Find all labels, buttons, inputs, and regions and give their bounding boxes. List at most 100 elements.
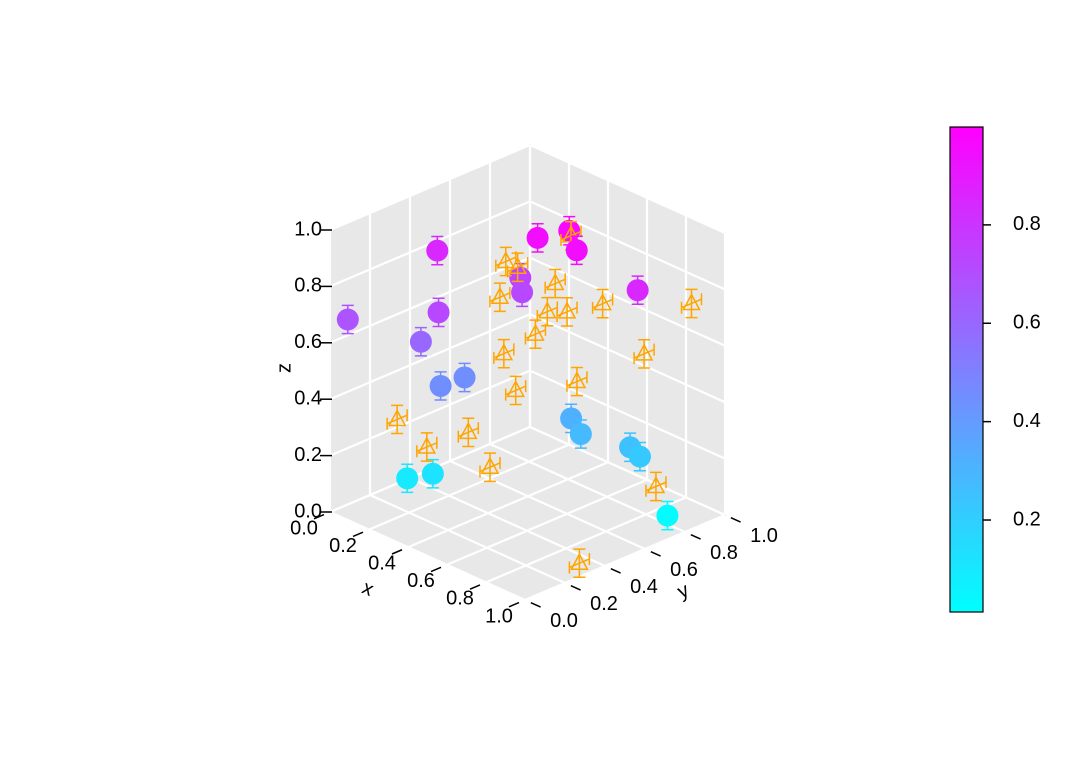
data-point (526, 223, 549, 253)
grid-line (449, 459, 646, 551)
point (526, 323, 545, 341)
x-tick-label: 0.8 (446, 588, 474, 610)
data-point (386, 404, 408, 435)
tick-mark (352, 531, 364, 538)
data-point (633, 339, 655, 369)
data-point (495, 246, 517, 277)
data-point (427, 297, 450, 328)
point (508, 256, 527, 274)
colorbar-tick-label: 0.8 (1013, 213, 1041, 235)
grid-line (446, 478, 648, 566)
point (429, 374, 452, 397)
point (656, 504, 679, 527)
data-point (421, 458, 444, 489)
point (453, 366, 476, 389)
point (496, 250, 516, 269)
z-tick-label: 0.4 (294, 387, 322, 409)
point (506, 379, 525, 398)
x-tick-label: 1.0 (485, 605, 513, 627)
point (626, 279, 649, 302)
data-point (511, 277, 534, 308)
data-point (426, 235, 449, 266)
grid-line (529, 313, 726, 404)
point (421, 462, 444, 485)
point (427, 301, 450, 324)
tick-mark (469, 584, 481, 590)
x-tick-label: 0.4 (368, 553, 396, 575)
grid-line (489, 442, 686, 534)
z-tick-label: 0.8 (294, 275, 322, 297)
y-tick-label: 1.0 (750, 525, 778, 547)
data-point (656, 500, 679, 531)
y-tick-label: 0.4 (630, 576, 658, 598)
y-axis-label: y (674, 579, 692, 603)
data-point (569, 419, 592, 449)
tick-mark (313, 513, 325, 520)
tick-mark (391, 549, 403, 555)
z-tick-label: 0.6 (294, 331, 322, 353)
point (396, 467, 419, 490)
grid-line (529, 200, 726, 291)
point (570, 552, 589, 570)
point (646, 475, 666, 494)
colorbar-tick-label: 0.4 (1013, 410, 1041, 432)
data-point (556, 297, 578, 327)
point (628, 445, 651, 468)
grid-line (485, 496, 687, 584)
data-point (560, 403, 583, 434)
tick-mark (650, 550, 661, 557)
colorbar-tick-label: 0.6 (1013, 312, 1041, 334)
data-point (489, 282, 511, 313)
tick-mark (508, 601, 520, 608)
data-point (453, 362, 476, 393)
data-point (504, 375, 527, 406)
data-point (680, 288, 703, 319)
grid-line (529, 425, 726, 517)
point (511, 281, 534, 304)
point (560, 407, 583, 430)
grid-line (329, 256, 531, 344)
data-point (429, 371, 452, 401)
z-tick-label: 0.2 (294, 444, 322, 466)
point (593, 293, 612, 311)
x-tick-label: 0.0 (290, 517, 318, 539)
data-point (565, 235, 588, 266)
point (409, 330, 432, 353)
data-point (645, 471, 667, 502)
data-point (409, 326, 432, 357)
x-tick-label: 0.6 (407, 570, 435, 592)
data-point (396, 463, 419, 494)
point (336, 308, 359, 331)
x-tick-label: 0.2 (329, 535, 357, 557)
grid-line (329, 510, 526, 602)
data-point (457, 417, 480, 448)
y-tick-label: 0.8 (710, 542, 738, 564)
colorbar (949, 126, 984, 613)
tick-mark (610, 567, 621, 574)
tick-mark (730, 516, 741, 523)
tick-mark (430, 566, 442, 573)
data-point (626, 275, 649, 306)
data-point (544, 268, 566, 299)
point (459, 421, 478, 440)
point (567, 370, 587, 389)
grid-line (524, 513, 726, 602)
grid-line (329, 143, 531, 232)
z-axis-label: z (273, 363, 295, 373)
point (387, 408, 407, 427)
grid-line (409, 476, 606, 568)
data-point (416, 432, 438, 462)
y-tick-label: 0.6 (670, 559, 698, 581)
point (538, 301, 557, 319)
grid-line (329, 369, 531, 457)
data-point (591, 288, 614, 319)
grid-line (369, 493, 566, 585)
data-point (506, 252, 529, 283)
point (569, 423, 592, 446)
data-point (493, 338, 515, 369)
y-tick-label: 0.2 (590, 593, 618, 615)
grid-line (529, 256, 726, 347)
tick-mark (570, 584, 581, 591)
tick-mark (530, 601, 541, 608)
